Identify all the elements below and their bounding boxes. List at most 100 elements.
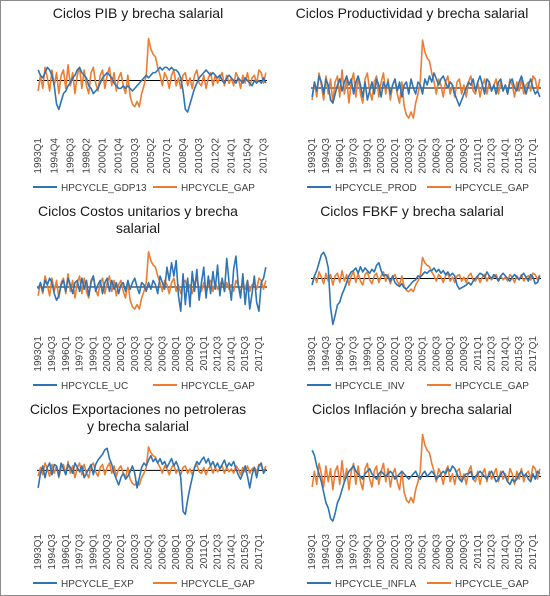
series-line [37, 37, 267, 108]
series-line [37, 251, 267, 310]
x-tick-label: 2014Q1 [226, 138, 237, 174]
x-tick-label: 1997Q3 [349, 534, 360, 570]
chart: -0.4-0.200.21993Q11994Q31996Q11997Q31999… [33, 446, 267, 590]
chart-title: Ciclos Productividad y brecha salarial [295, 5, 529, 21]
x-tick-label: 1994Q4 [49, 138, 60, 174]
x-tick-label: 2005Q1 [418, 534, 429, 570]
legend-label: HPCYCLE_GAP [455, 183, 529, 194]
x-tick-label: 2006Q3 [157, 336, 168, 372]
x-tick-label: 1998Q2 [81, 138, 92, 174]
x-tick-label: 2006Q3 [431, 534, 442, 570]
x-tick-label: 2005Q1 [144, 336, 155, 372]
x-tick-label: 2011Q1 [473, 138, 484, 173]
x-tick-label: 2005Q1 [418, 336, 429, 372]
x-tick-label: 2014Q1 [226, 336, 237, 372]
x-tick-label: 2011Q1 [473, 534, 484, 569]
legend-label: HPCYCLE_GDP13 [61, 183, 147, 194]
x-tick-label: 1993Q1 [33, 336, 44, 372]
series-line [37, 446, 267, 486]
x-tick-label: 2017Q1 [528, 336, 539, 372]
x-tick-label: 2000Q1 [98, 138, 109, 174]
x-tick-label: 1996Q1 [335, 138, 346, 174]
x-tick-label: 2015Q4 [242, 138, 253, 174]
x-tick-label: 2003Q3 [404, 336, 415, 372]
chart-title: Ciclos Exportaciones no petroleras y bre… [29, 401, 247, 434]
x-tick-label: 2009Q3 [459, 336, 470, 372]
series-line [311, 251, 541, 326]
x-tick-label: 1997Q3 [349, 336, 360, 372]
x-tick-label: 1994Q3 [321, 534, 332, 570]
x-tick-label: 2014Q1 [226, 534, 237, 570]
series-line [37, 447, 267, 516]
x-tick-label: 2007Q1 [162, 138, 173, 174]
x-tick-label: 1993Q1 [307, 534, 318, 570]
x-tick-label: 1999Q1 [362, 534, 373, 570]
chart-panel: Ciclos FBKF y brecha salarial -0.4-0.200.… [275, 199, 549, 397]
x-tick-label: 2000Q3 [102, 534, 113, 570]
x-tick-label: 2014Q1 [500, 336, 511, 372]
chart: -0.2-0.100.10.21993Q11994Q31996Q11997Q31… [307, 433, 541, 590]
x-tick-label: 1996Q3 [65, 138, 76, 174]
legend-label: HPCYCLE_PROD [335, 183, 417, 194]
x-tick-label: 2002Q1 [390, 138, 401, 174]
x-tick-label: 1997Q3 [75, 336, 86, 372]
x-tick-label: 2017Q1 [528, 138, 539, 174]
x-tick-label: 1996Q1 [61, 336, 72, 372]
chart-title: Ciclos FBKF y brecha salarial [320, 203, 504, 219]
x-tick-label: 2002Q1 [390, 534, 401, 570]
legend-label: HPCYCLE_GAP [181, 381, 255, 392]
x-tick-label: 2005Q2 [146, 138, 157, 174]
legend-label: HPCYCLE_INFLA [335, 579, 416, 590]
x-tick-label: 2000Q3 [376, 534, 387, 570]
chart-panel: Ciclos Inflación y brecha salarial -0.2-0… [275, 397, 549, 595]
x-tick-label: 2000Q3 [102, 336, 113, 372]
x-tick-label: 2006Q3 [431, 138, 442, 174]
series-line [311, 449, 541, 522]
x-tick-label: 1993Q1 [33, 138, 44, 174]
legend-label: HPCYCLE_UC [61, 381, 128, 392]
x-tick-label: 2003Q3 [130, 534, 141, 570]
chart-panel: Ciclos PIB y brecha salarial-0.2-0.100.1… [1, 1, 275, 199]
x-tick-label: 2015Q3 [240, 534, 251, 570]
x-tick-label: 2006Q3 [157, 534, 168, 570]
chart: -0.2-0.100.10.21993Q11994Q41996Q31998Q22… [33, 37, 270, 194]
x-tick-label: 2008Q1 [171, 534, 182, 570]
x-tick-label: 2008Q1 [445, 138, 456, 174]
x-tick-label: 2009Q3 [459, 534, 470, 570]
x-tick-label: 2012Q3 [213, 534, 224, 570]
chart: -0.4-0.200.20.41993Q11994Q31996Q11997Q31… [307, 251, 541, 392]
x-tick-label: 2011Q1 [199, 534, 210, 569]
x-tick-label: 2011Q1 [473, 336, 484, 371]
x-tick-label: 2015Q3 [514, 336, 525, 372]
chart-panel: Ciclos Costos unitarios y brecha salaria… [1, 199, 275, 397]
x-tick-label: 1993Q1 [33, 534, 44, 570]
x-tick-label: 2017Q3 [259, 138, 270, 174]
series-line [311, 256, 541, 293]
x-tick-label: 2012Q3 [213, 336, 224, 372]
x-tick-label: 2015Q3 [240, 336, 251, 372]
x-tick-label: 2012Q2 [210, 138, 221, 174]
series-line [37, 255, 267, 312]
x-tick-label: 1996Q1 [335, 336, 346, 372]
series-line [37, 66, 267, 113]
x-tick-label: 2008Q1 [445, 336, 456, 372]
legend-label: HPCYCLE_EXP [61, 579, 134, 590]
chart-title: Ciclos PIB y brecha salarial [52, 5, 224, 21]
x-tick-label: 2001Q4 [114, 138, 125, 174]
chart-title: Ciclos Costos unitarios y brecha salaria… [38, 203, 238, 236]
x-tick-label: 2015Q3 [514, 534, 525, 570]
x-tick-label: 2006Q3 [431, 336, 442, 372]
x-tick-label: 1999Q1 [362, 138, 373, 174]
x-tick-label: 2005Q1 [418, 138, 429, 174]
x-tick-label: 2017Q1 [254, 534, 265, 570]
x-tick-label: 2012Q3 [487, 534, 498, 570]
chart-title: Ciclos Inflación y brecha salarial [312, 401, 512, 417]
x-tick-label: 2011Q1 [199, 336, 210, 371]
x-tick-label: 2017Q1 [254, 336, 265, 372]
x-tick-label: 2003Q3 [130, 138, 141, 174]
x-tick-label: 1994Q3 [47, 534, 58, 570]
legend-label: HPCYCLE_GAP [181, 579, 255, 590]
x-tick-label: 2000Q3 [376, 336, 387, 372]
chart: -0.2-0.100.10.21993Q11994Q31996Q11997Q31… [33, 251, 267, 392]
